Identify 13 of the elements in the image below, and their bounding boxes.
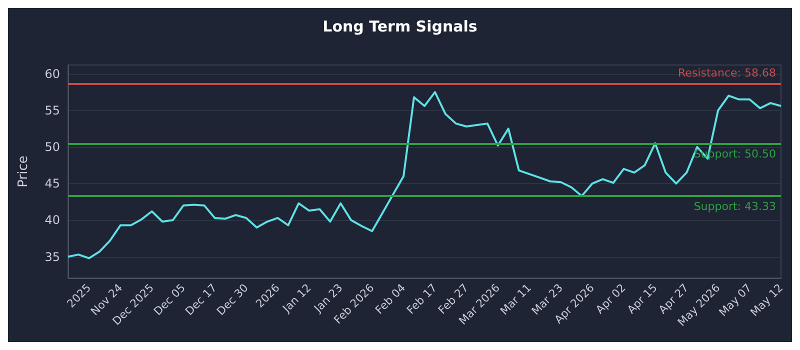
- x-tick-label: Jan 12: [280, 281, 314, 316]
- y-tick-label: 40: [44, 213, 60, 228]
- x-tick-label: Dec 30: [214, 281, 251, 318]
- ref-line-label: Support: 43.33: [694, 200, 776, 213]
- line-series: [67, 91, 782, 260]
- y-tick-label: 35: [44, 250, 60, 264]
- chart-title: Long Term Signals: [322, 18, 478, 36]
- y-axis-title: Price: [16, 156, 31, 188]
- ref-line-label: Resistance: 58.68: [678, 66, 776, 80]
- y-tick-label: 55: [44, 103, 60, 118]
- y-tick-label: 60: [44, 66, 60, 81]
- y-tick-label: 50: [44, 140, 60, 154]
- y-tick-label: 45: [44, 176, 60, 191]
